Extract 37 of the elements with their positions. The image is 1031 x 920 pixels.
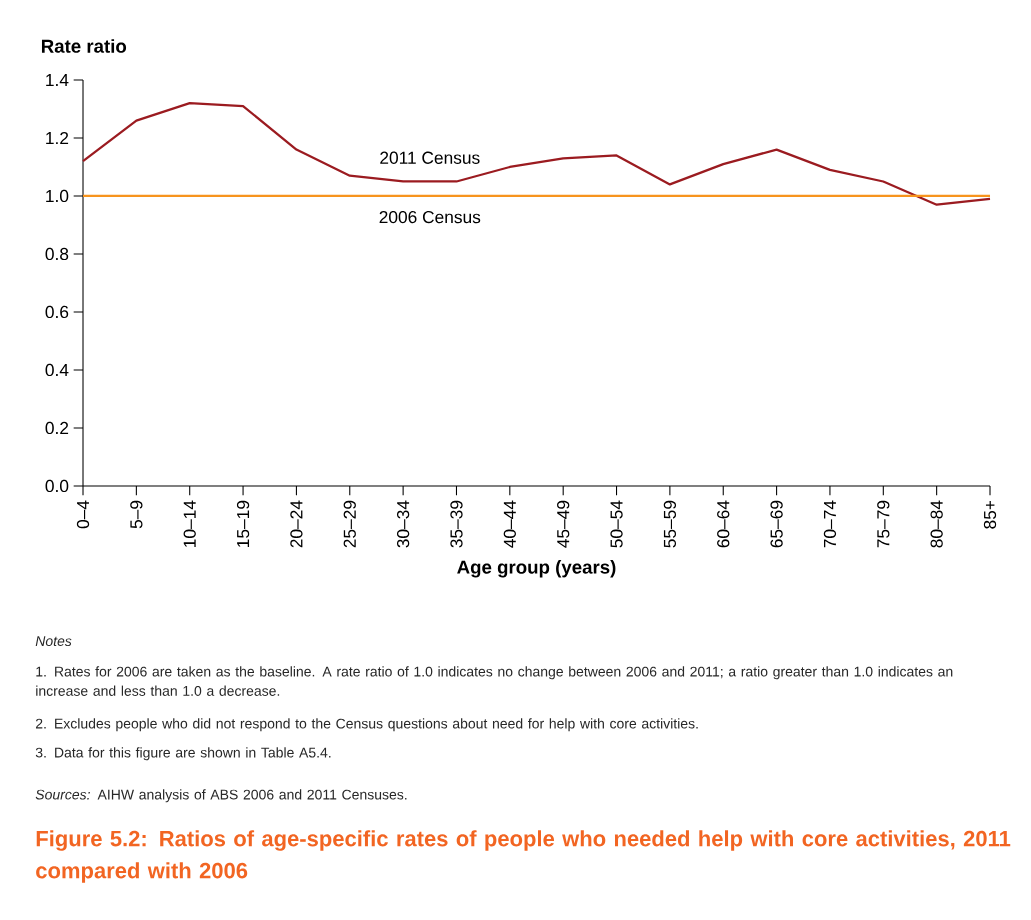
x-tick-label: 35–39 xyxy=(450,500,463,548)
x-tick-label: 50–54 xyxy=(610,500,623,548)
x-tick-label: 65–69 xyxy=(770,500,783,548)
x-tick-label: 75–79 xyxy=(877,500,890,548)
x-tick-label: 20–24 xyxy=(290,500,303,548)
x-tick-label: 10–14 xyxy=(183,500,196,547)
text: Figure 5.2: Ratios of age-specific rates of people who needed help with core activities, 2011 compared with 2006 xyxy=(36,830,1011,883)
x-tick-label: 55–59 xyxy=(663,500,677,548)
x-tick-label: 60–64 xyxy=(717,500,730,548)
x-tick-label: 5–9 xyxy=(130,500,143,529)
y-tick-label: 1.0 xyxy=(46,189,69,203)
text: 1. Rates for 2006 are taken as the baseline. A rate ratio of 1.0 indicates no change between 2006 and 2011; a ratio greater than 1.0 indicates an increase and less than 1.0 a decrease. xyxy=(36,666,953,696)
x-tick-label: 70–74 xyxy=(823,500,837,548)
x-tick-label: 40–44 xyxy=(503,500,516,548)
x-tick-label: 25–29 xyxy=(343,500,356,548)
series-label: 2006 Census xyxy=(379,210,481,224)
x-tick-label: 30–34 xyxy=(396,500,410,548)
y-tick-label: 1.4 xyxy=(46,74,69,86)
y-tick-label: 0.8 xyxy=(45,247,69,261)
x-tick-label: 85+ xyxy=(983,500,997,529)
x-axis-title: Age group (years) xyxy=(457,560,616,578)
x-tick-label: 45–49 xyxy=(557,500,570,548)
text: 2. Excludes people who did not respond to the Census questions about need for help with core activities. xyxy=(35,718,698,732)
y-tick-label: 1.2 xyxy=(46,131,69,145)
x-tick-label: 80–84 xyxy=(930,500,943,548)
text: Sources: AIHW analysis of ABS 2006 and 2011 Censuses. xyxy=(35,789,407,803)
y-axis-title: Rate ratio xyxy=(41,39,127,53)
series-label: 2011 Census xyxy=(380,151,480,164)
x-tick-label: 0–4 xyxy=(76,500,90,529)
text: Notes xyxy=(35,636,72,647)
y-tick-label: 0.2 xyxy=(45,421,69,435)
text: 3. Data for this figure are shown in Table A5.4. xyxy=(35,747,331,761)
y-tick-label: 0.0 xyxy=(45,479,69,493)
y-tick-label: 0.4 xyxy=(45,363,69,377)
y-tick-label: 0.6 xyxy=(45,305,69,319)
line-series xyxy=(81,102,992,206)
x-tick-label: 15–19 xyxy=(236,500,250,547)
